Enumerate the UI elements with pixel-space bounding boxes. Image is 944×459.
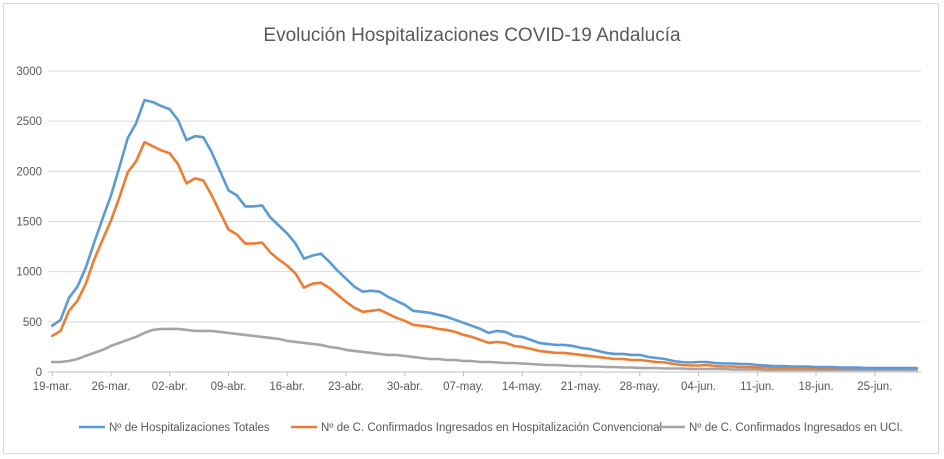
- chart-title: Evolución Hospitalizaciones COVID-19 And…: [263, 25, 681, 46]
- x-tick-label: 19-mar.: [33, 381, 72, 393]
- y-tick-label: 2500: [16, 116, 42, 128]
- series-line-1: [50, 98, 919, 370]
- chart-frame: Evolución Hospitalizaciones COVID-19 And…: [3, 3, 939, 454]
- y-axis-ticks: 0 500 1000 1500 2000 2500 3000: [16, 66, 42, 379]
- x-tick-label: 18-jun.: [798, 381, 833, 393]
- line-chart: Evolución Hospitalizaciones COVID-19 And…: [16, 25, 921, 434]
- x-tick-label: 07-may.: [443, 381, 484, 393]
- x-tick-label: 16-abr.: [269, 381, 305, 393]
- x-tick-label: 25-jun.: [857, 381, 892, 393]
- x-tick-label: 28-may.: [619, 381, 660, 393]
- y-tick-label: 1000: [16, 267, 42, 279]
- x-tick-label: 30-abr.: [387, 381, 423, 393]
- x-tick-label: 26-mar.: [91, 381, 130, 393]
- y-tick-label: 2000: [16, 166, 42, 178]
- x-tick-label: 09-abr.: [211, 381, 247, 393]
- x-tick-label: 02-abr.: [152, 381, 188, 393]
- grid-layer: [48, 70, 921, 373]
- legend: Nº de Hospitalizaciones Totales Nº de C. …: [79, 422, 903, 434]
- y-tick-label: 500: [23, 317, 42, 329]
- legend-label-2: Nº de C. Confirmados Ingresados en Hospi…: [321, 422, 662, 434]
- legend-label-3: Nº de C. Confirmados Ingresados en UCI.: [689, 422, 903, 434]
- y-tick-label: 1500: [16, 217, 42, 229]
- series-line-3: [50, 327, 919, 372]
- x-tick-label: 23-abr.: [328, 381, 364, 393]
- legend-label-1: Nº de Hospitalizaciones Totales: [109, 422, 270, 434]
- x-tick-label: 11-jun.: [740, 381, 774, 393]
- series-line-2: [50, 140, 919, 370]
- y-tick-label: 3000: [16, 66, 42, 78]
- x-tick-label: 21-may.: [561, 381, 602, 393]
- series-layer: [50, 98, 919, 372]
- x-tick-label: 14-may.: [502, 381, 543, 393]
- x-axis-ticks: 19-mar. 26-mar. 02-abr. 09-abr. 16-abr. 23-ab…: [33, 372, 892, 393]
- x-tick-label: 04-jun.: [681, 381, 716, 393]
- y-tick-label: 0: [36, 367, 42, 379]
